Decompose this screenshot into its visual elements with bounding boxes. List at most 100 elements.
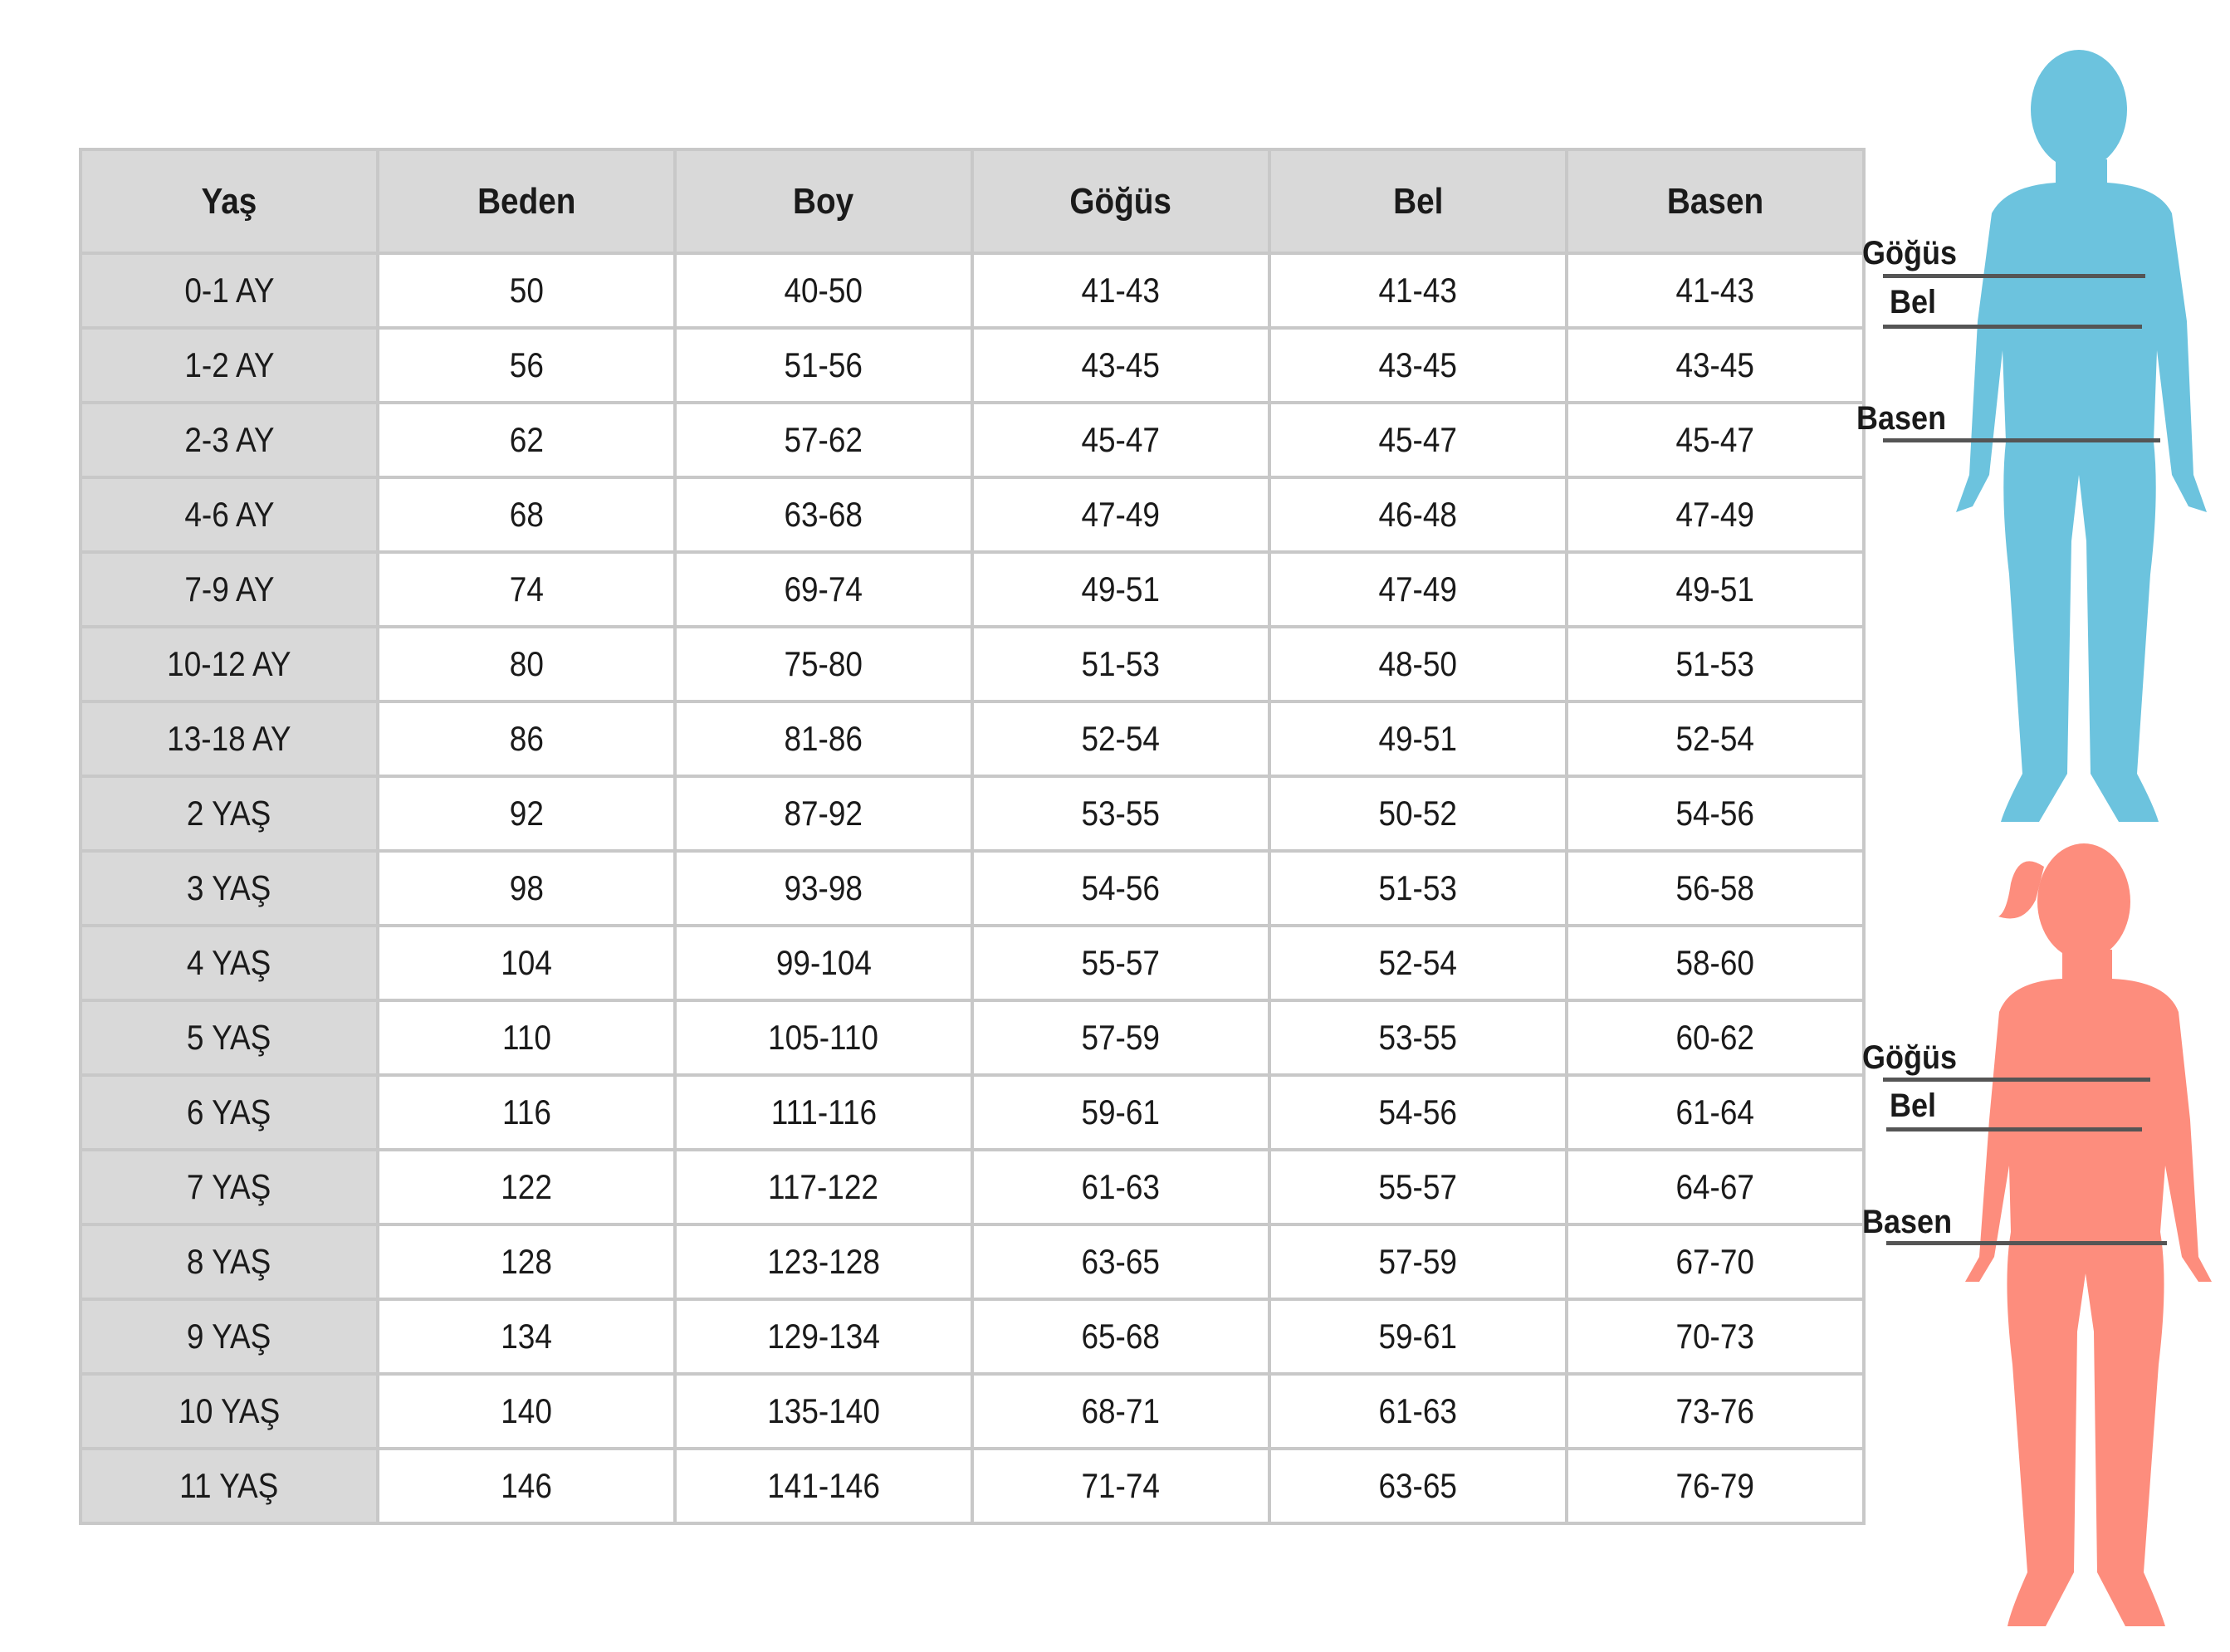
cell-value: 2-3 AY (183, 420, 275, 459)
table-row: 2-3 AY 62 57-62 45-47 45-47 45-47 (79, 401, 1866, 479)
column-header: Boy (673, 148, 974, 255)
table-cell: 146 (376, 1447, 677, 1525)
table-cell: 52-54 (971, 700, 1271, 778)
cell-value: 57-62 (784, 420, 863, 459)
age-cell: 10-12 AY (79, 625, 379, 703)
girl-waist-line (1886, 1127, 2142, 1131)
cell-value: 47-49 (1081, 495, 1161, 534)
table-cell: 74 (376, 550, 677, 628)
cell-value: 56 (509, 345, 544, 384)
cell-value: 46-48 (1378, 495, 1458, 534)
cell-value: 73-76 (1675, 1391, 1755, 1430)
table-cell: 128 (376, 1223, 677, 1301)
table-cell: 63-65 (971, 1223, 1271, 1301)
table-cell: 92 (376, 775, 677, 853)
cell-value: 54-56 (1081, 868, 1161, 907)
table-cell: 49-51 (971, 550, 1271, 628)
cell-value: 65-68 (1081, 1317, 1161, 1356)
age-cell: 1-2 AY (79, 326, 379, 404)
cell-value: 146 (501, 1466, 552, 1505)
cell-value: 50 (509, 271, 544, 310)
girl-chest-label: Göğüs (1862, 1039, 1958, 1076)
table-cell: 50-52 (1268, 775, 1568, 853)
table-cell: 99-104 (673, 924, 974, 1002)
cell-value: 49-51 (1675, 569, 1755, 609)
cell-value: 48-50 (1378, 644, 1458, 683)
boy-hip-line (1883, 438, 2160, 442)
cell-value: 64-67 (1675, 1167, 1755, 1206)
cell-value: 43-45 (1378, 345, 1458, 384)
table-cell: 75-80 (673, 625, 974, 703)
cell-value: 7-9 AY (183, 569, 275, 609)
cell-value: 59-61 (1081, 1092, 1161, 1131)
column-header-label: Bel (1392, 180, 1444, 222)
table-cell: 57-62 (673, 401, 974, 479)
age-cell: 11 YAŞ (79, 1447, 379, 1525)
table-row: 9 YAŞ 134 129-134 65-68 59-61 70-73 (79, 1298, 1866, 1376)
cell-value: 43-45 (1675, 345, 1755, 384)
age-cell: 8 YAŞ (79, 1223, 379, 1301)
girl-waist-label: Bel (1890, 1087, 1937, 1124)
table-cell: 80 (376, 625, 677, 703)
cell-value: 67-70 (1675, 1242, 1755, 1281)
table-cell: 51-56 (673, 326, 974, 404)
cell-value: 7 YAŞ (187, 1167, 271, 1206)
table-cell: 67-70 (1565, 1223, 1866, 1301)
table-row: 7 YAŞ 122 117-122 61-63 55-57 64-67 (79, 1148, 1866, 1226)
cell-value: 104 (501, 943, 552, 982)
boy-chest-line (1883, 274, 2145, 278)
table-cell: 64-67 (1565, 1148, 1866, 1226)
table-cell: 46-48 (1268, 476, 1568, 554)
cell-value: 58-60 (1675, 943, 1755, 982)
header-row: Yaş Beden Boy Göğüs Bel Basen (79, 148, 1866, 255)
table-cell: 58-60 (1565, 924, 1866, 1002)
cell-value: 5 YAŞ (187, 1018, 271, 1057)
cell-value: 40-50 (784, 271, 863, 310)
table-cell: 61-64 (1565, 1073, 1866, 1151)
table-cell: 55-57 (971, 924, 1271, 1002)
table-cell: 86 (376, 700, 677, 778)
cell-value: 134 (501, 1317, 552, 1356)
age-cell: 4 YAŞ (79, 924, 379, 1002)
cell-value: 116 (501, 1092, 551, 1131)
cell-value: 98 (509, 868, 544, 907)
cell-value: 1-2 AY (183, 345, 275, 384)
column-header: Beden (376, 148, 677, 255)
cell-value: 71-74 (1081, 1466, 1161, 1505)
table-row: 13-18 AY 86 81-86 52-54 49-51 52-54 (79, 700, 1866, 778)
cell-value: 52-54 (1378, 943, 1458, 982)
table-cell: 48-50 (1268, 625, 1568, 703)
table-cell: 71-74 (971, 1447, 1271, 1525)
cell-value: 135-140 (767, 1391, 880, 1430)
table-cell: 62 (376, 401, 677, 479)
cell-value: 63-65 (1081, 1242, 1161, 1281)
table-cell: 60-62 (1565, 999, 1866, 1077)
cell-value: 80 (509, 644, 544, 683)
cell-value: 43-45 (1081, 345, 1161, 384)
table-cell: 111-116 (673, 1073, 974, 1151)
table-cell: 117-122 (673, 1148, 974, 1226)
cell-value: 45-47 (1675, 420, 1755, 459)
cell-value: 141-146 (767, 1466, 880, 1505)
cell-value: 60-62 (1675, 1018, 1755, 1057)
cell-value: 49-51 (1081, 569, 1161, 609)
cell-value: 47-49 (1675, 495, 1755, 534)
column-header: Göğüs (971, 148, 1271, 255)
cell-value: 51-56 (784, 345, 863, 384)
boy-chest-label: Göğüs (1862, 235, 1958, 271)
age-cell: 7 YAŞ (79, 1148, 379, 1226)
table-cell: 129-134 (673, 1298, 974, 1376)
cell-value: 62 (509, 420, 544, 459)
cell-value: 129-134 (767, 1317, 880, 1356)
table-cell: 105-110 (673, 999, 974, 1077)
table-row: 11 YAŞ 146 141-146 71-74 63-65 76-79 (79, 1447, 1866, 1525)
cell-value: 54-56 (1378, 1092, 1458, 1131)
table-row: 8 YAŞ 128 123-128 63-65 57-59 67-70 (79, 1223, 1866, 1301)
cell-value: 74 (509, 569, 544, 609)
age-cell: 4-6 AY (79, 476, 379, 554)
cell-value: 3 YAŞ (187, 868, 271, 907)
table-cell: 43-45 (1565, 326, 1866, 404)
table-cell: 81-86 (673, 700, 974, 778)
table-cell: 98 (376, 849, 677, 927)
table-cell: 93-98 (673, 849, 974, 927)
